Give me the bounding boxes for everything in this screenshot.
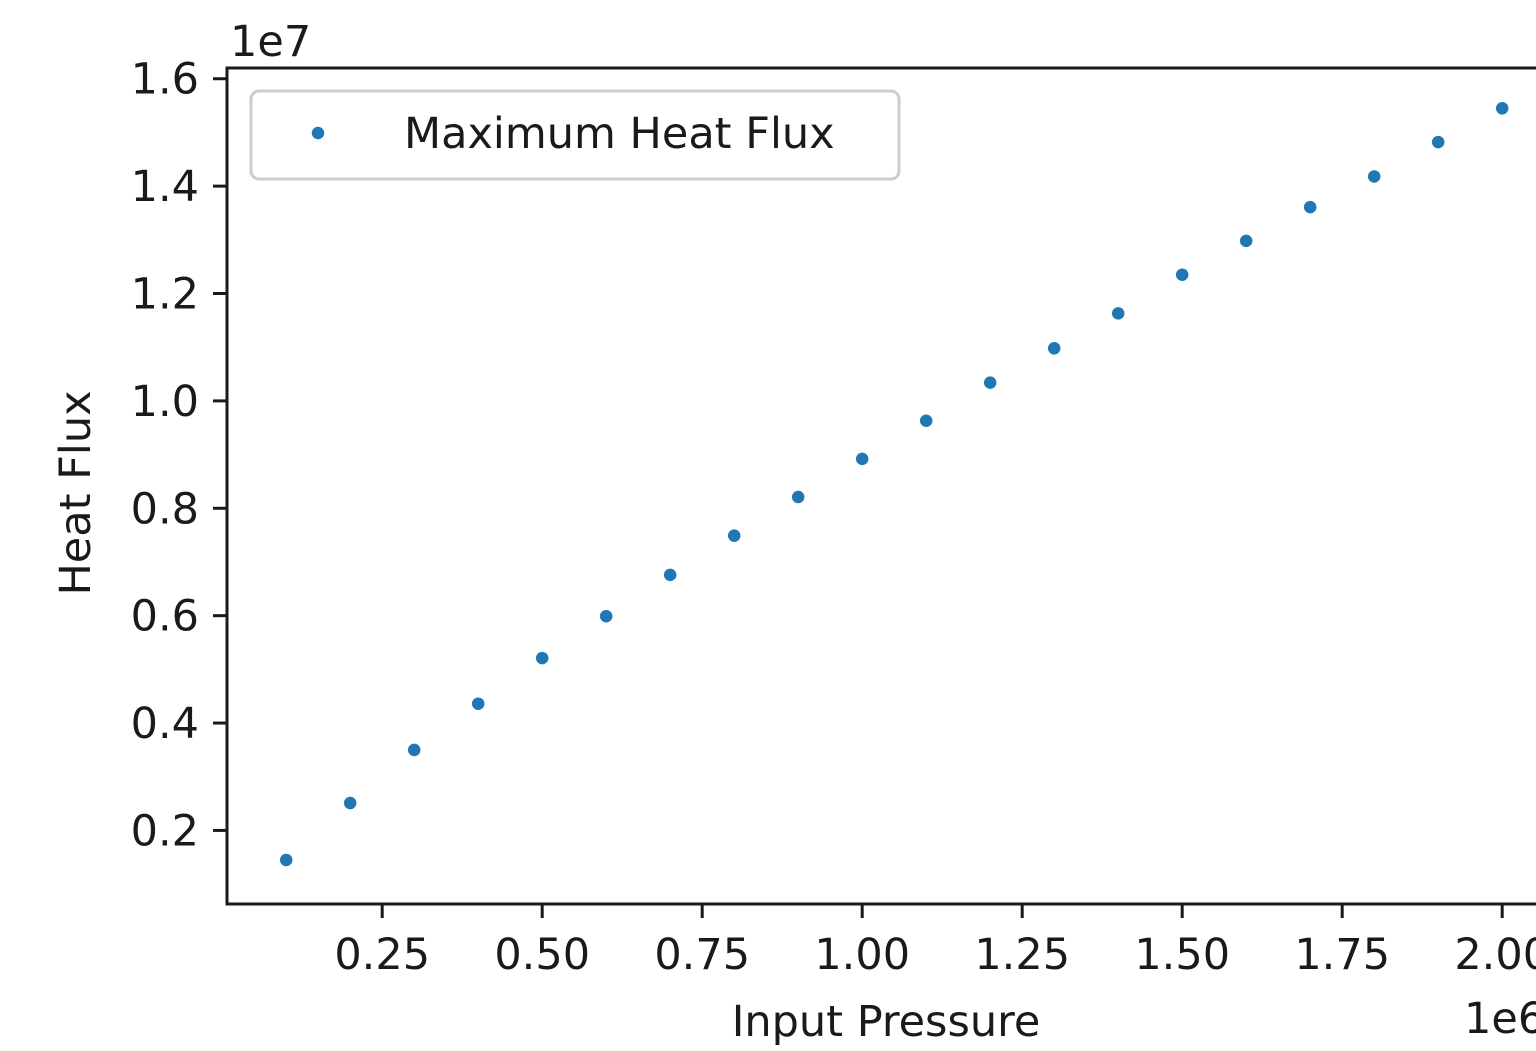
x-tick-label: 1.00 [814,930,910,980]
data-point [982,374,998,391]
data-point [406,742,422,758]
y-offset-text: 1e7 [230,17,311,67]
y-tick-label: 1.2 [131,270,199,320]
y-tick-label: 0.4 [131,699,199,749]
x-tick-label: 2.00 [1454,930,1536,980]
data-point [1238,233,1254,249]
x-axis-label: Input Pressure [732,997,1041,1047]
y-axis-label: Heat Flux [51,390,101,595]
y-tick-label: 0.8 [131,484,199,534]
y-tick-label: 0.2 [131,806,199,856]
data-point [662,567,678,583]
legend-label: Maximum Heat Flux [404,109,835,159]
legend-box [249,89,901,181]
data-point [1494,100,1510,117]
y-tick-label: 0.6 [131,592,199,642]
data-point [278,852,294,868]
data-point [790,489,806,505]
x-tick-label: 1.75 [1294,930,1390,980]
plot-area [225,66,1536,906]
data-point [342,795,358,811]
data-point [534,650,550,666]
legend: Maximum Heat Flux [249,89,901,181]
x-tick-label: 0.50 [494,930,590,980]
data-point [1430,134,1446,150]
data-point [470,695,486,712]
y-tick-label: 1.6 [131,55,199,105]
data-point [726,527,742,544]
x-tick-label: 1.50 [1134,930,1230,980]
data-points [278,100,1510,868]
data-point [1110,305,1126,322]
legend-marker [310,125,326,141]
x-tick-label: 0.25 [334,930,430,980]
data-point [1302,199,1318,215]
y-axis-ticks: 0.2 0.4 0.6 0.8 1.0 1.2 1.4 1.6 [131,55,227,856]
x-tick-label: 0.75 [654,930,750,980]
data-point [854,451,870,467]
y-tick-label: 1.0 [131,377,199,427]
data-point [1174,266,1190,283]
data-point [1366,168,1382,185]
x-tick-label: 1.25 [974,930,1070,980]
data-point [918,413,934,429]
data-point [1046,340,1062,357]
y-tick-label: 1.4 [131,162,199,212]
x-offset-text: 1e6 [1464,994,1536,1044]
data-point [598,608,614,624]
x-axis-ticks: 0.25 0.50 0.75 1.00 1.25 1.50 1.75 2.00 [334,904,1536,980]
